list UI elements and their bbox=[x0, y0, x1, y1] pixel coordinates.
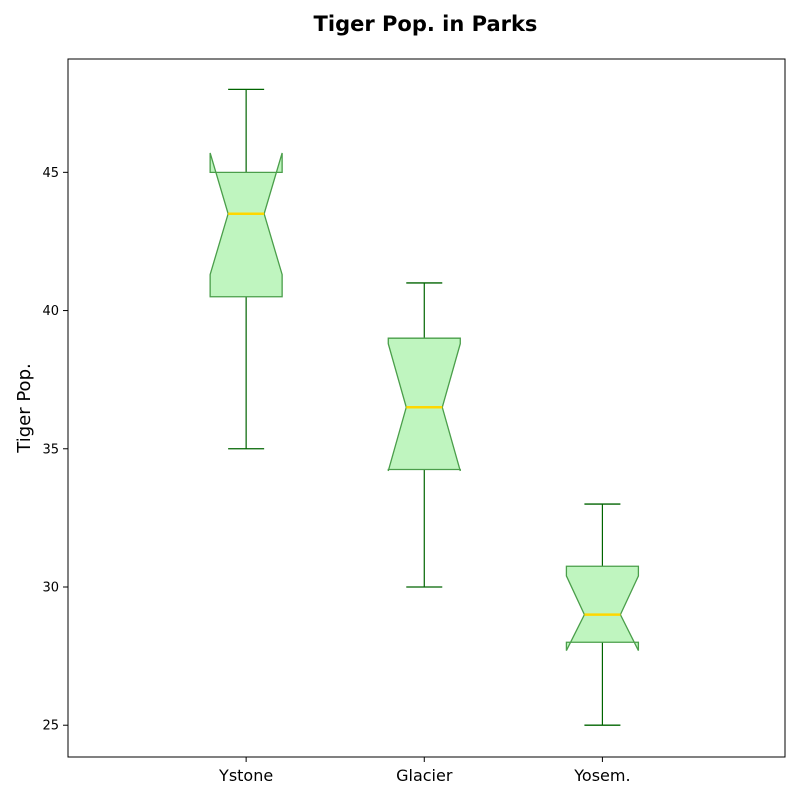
box-body bbox=[387, 337, 461, 472]
chart-title: Tiger Pop. in Parks bbox=[314, 12, 538, 36]
box-group-glacier bbox=[387, 282, 461, 588]
axes: 25 30 35 40 45 Ystone Glacier Yosem. bbox=[42, 166, 630, 785]
y-tick-label: 25 bbox=[42, 719, 59, 734]
box-group-yosem bbox=[565, 503, 640, 726]
box-body bbox=[565, 565, 640, 651]
box-group-ystone bbox=[209, 88, 283, 450]
y-tick-label: 35 bbox=[42, 442, 59, 457]
y-tick-label: 45 bbox=[42, 166, 59, 181]
y-tick-label: 40 bbox=[42, 304, 59, 319]
y-tick-label: 30 bbox=[42, 580, 59, 595]
y-axis-label: Tiger Pop. bbox=[14, 363, 35, 453]
box-body bbox=[209, 152, 283, 298]
x-tick-label: Glacier bbox=[396, 766, 453, 785]
plot-area bbox=[209, 88, 640, 726]
x-tick-label: Yosem. bbox=[573, 766, 630, 785]
x-tick-label: Ystone bbox=[218, 766, 273, 785]
plot-frame bbox=[67, 58, 786, 758]
